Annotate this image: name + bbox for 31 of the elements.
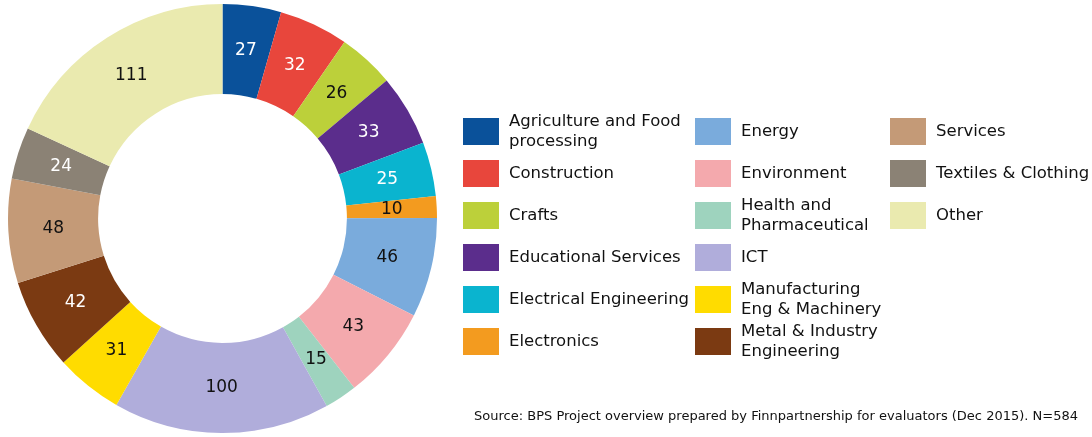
data-label: 10 <box>380 197 403 218</box>
legend-label: Metal & Industry Engineering <box>741 321 879 361</box>
legend-label: Energy <box>741 121 799 141</box>
data-label: 111 <box>114 64 148 85</box>
data-label: 25 <box>376 167 399 188</box>
legend-label: Health and Pharmaceutical <box>741 195 870 235</box>
legend-label: ICT <box>741 247 768 267</box>
legend-label: Educational Services <box>509 247 681 267</box>
legend-label: Electronics <box>509 331 599 351</box>
legend-label: Services <box>936 121 1006 141</box>
legend-label: Crafts <box>509 205 559 225</box>
legend-label: Environment <box>741 163 847 183</box>
legend-label: Construction <box>509 163 615 183</box>
data-label: 33 <box>357 121 380 142</box>
legend-label: Manufacturing Eng & Machinery <box>741 279 883 319</box>
legend-label: Electrical Engineering <box>509 289 690 309</box>
data-label: 43 <box>342 314 365 335</box>
data-label: 24 <box>50 155 72 176</box>
source-note: Source: BPS Project overview prepared by Finnpartnership for evaluators (Dec 2015). N=584 <box>474 408 1078 423</box>
data-label: 42 <box>64 291 87 312</box>
legend-label: Textiles & Clothing <box>936 163 1090 183</box>
legend-label: Other <box>936 205 983 225</box>
data-label: 100 <box>205 376 238 397</box>
data-label: 15 <box>305 348 327 369</box>
data-label: 48 <box>42 216 65 237</box>
data-label: 31 <box>105 339 128 360</box>
data-label: 26 <box>325 81 348 102</box>
data-label: 46 <box>376 246 399 267</box>
data-label: 32 <box>283 53 306 74</box>
data-label: 27 <box>235 39 257 60</box>
legend-label: Agriculture and Food processing <box>509 111 682 151</box>
